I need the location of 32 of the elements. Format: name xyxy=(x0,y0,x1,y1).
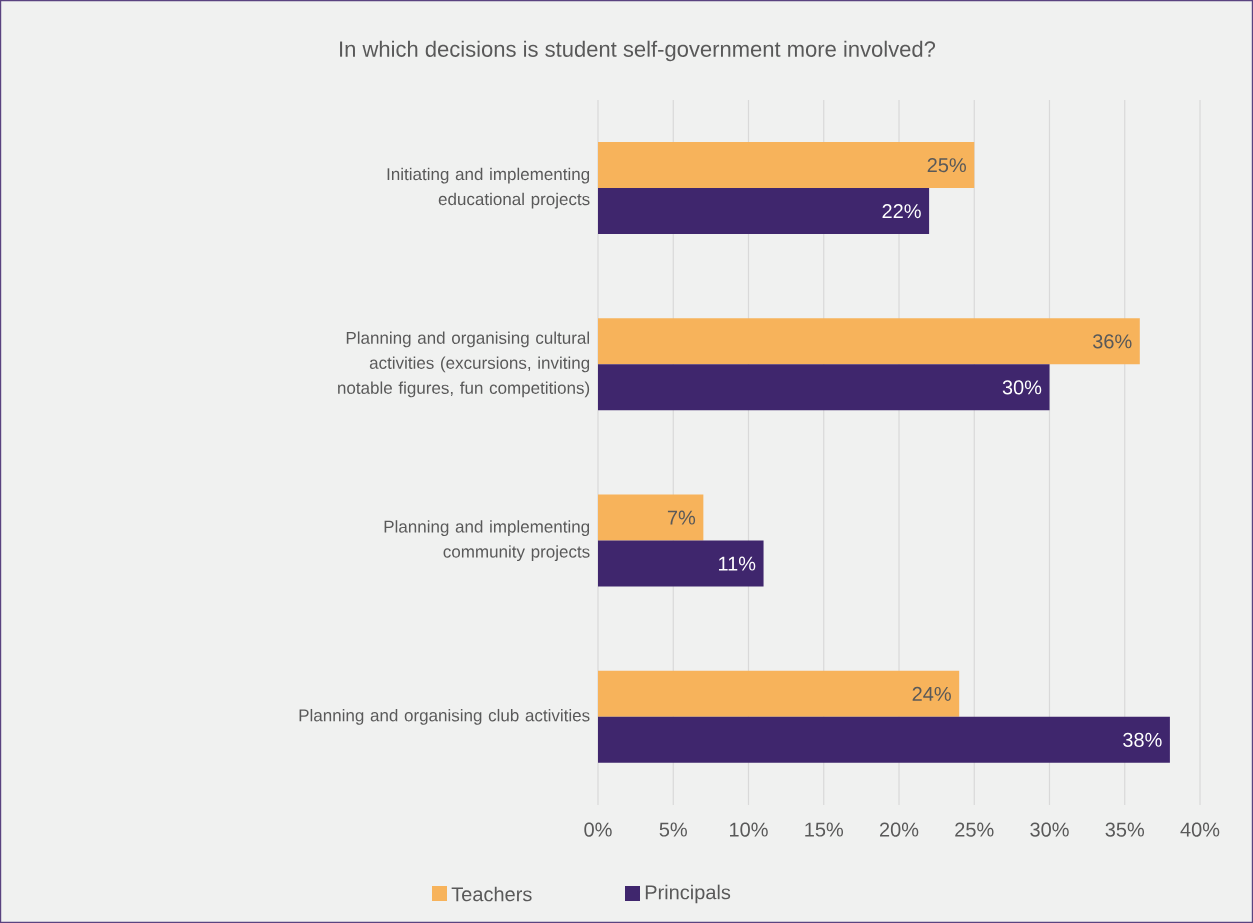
bar xyxy=(598,716,1170,763)
y-tick-label: Planning and organising club activities xyxy=(299,708,590,725)
y-tick-label: Planning and implementing community projects xyxy=(384,520,590,562)
bar xyxy=(598,494,704,541)
x-tick-label: 20% xyxy=(879,822,919,837)
data-label: 30% xyxy=(1002,380,1042,395)
bar xyxy=(598,142,975,189)
x-tick-label: 5% xyxy=(659,822,687,837)
x-tick-label: 25% xyxy=(955,822,994,837)
data-label: 7% xyxy=(667,510,696,525)
legend-label: Teachers xyxy=(451,886,532,902)
bar xyxy=(598,670,960,717)
x-tick-label: 40% xyxy=(1180,822,1220,837)
x-tick-label: 0% xyxy=(584,822,612,837)
bar xyxy=(598,318,1140,365)
x-tick-label: 30% xyxy=(1030,822,1069,837)
data-label: 38% xyxy=(1123,732,1162,747)
x-tick-label: 10% xyxy=(730,822,768,837)
bar xyxy=(598,188,930,235)
data-label: 25% xyxy=(927,158,966,173)
data-label: 24% xyxy=(912,686,951,701)
data-label: 22% xyxy=(882,204,921,219)
x-tick-label: 35% xyxy=(1105,822,1145,837)
bar xyxy=(598,364,1050,411)
legend-label: Principals xyxy=(645,884,731,904)
x-tick-label: 15% xyxy=(805,822,844,837)
bar xyxy=(598,540,764,587)
data-label: 36% xyxy=(1093,334,1132,349)
data-label: 11% xyxy=(718,556,756,571)
y-tick-label: Planning and organising cultural activities (excursions, inviting notable figures, fun competitions) xyxy=(338,331,590,398)
chart-title: In which decisions is student self-government more involved? xyxy=(340,40,936,62)
y-tick-label: Initiating and implementing educational projects xyxy=(387,167,590,209)
